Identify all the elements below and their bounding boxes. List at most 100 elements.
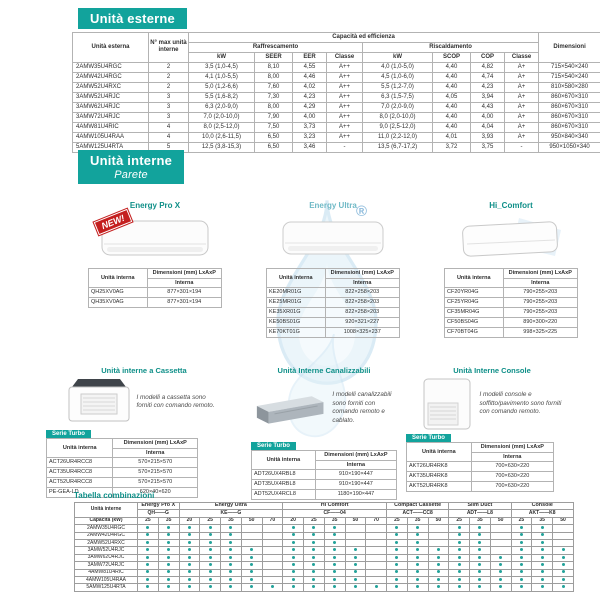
dimension-cell: 700×630×220 — [470, 481, 555, 493]
compatibility-dot — [208, 585, 212, 589]
section-canalizzabili: Unità Interne Canalizzabili I modelli ca… — [251, 366, 398, 501]
spec-cell: 4,04 — [470, 121, 505, 133]
combo-cell — [531, 575, 553, 585]
spec-cell: 715×540×240 — [538, 61, 600, 73]
capacity-header: 25 — [137, 516, 159, 526]
compatibility-dot — [478, 555, 482, 559]
section-title: Unità Interne Console — [453, 366, 531, 375]
col-header-unita-interna: Unità interna — [444, 267, 504, 289]
compatibility-dot — [561, 585, 565, 589]
combo-cell — [240, 553, 263, 563]
combo-row: 2AMW52U4RXC — [74, 538, 574, 548]
compatibility-dot — [270, 585, 274, 589]
col-header-unita-interna: Unità interna — [88, 267, 148, 289]
compatibility-dot — [457, 585, 461, 589]
compatibility-dot — [229, 548, 233, 552]
combo-cell — [199, 561, 221, 570]
spec-cell: 4,40 — [432, 101, 471, 113]
spec-cell: 11,0 (2,2-12,0) — [362, 131, 433, 143]
compatibility-dot — [478, 585, 482, 589]
combo-cell — [510, 553, 533, 563]
dimension-cell: 570×215×570 — [112, 467, 198, 479]
combo-cell — [406, 524, 429, 533]
compatibility-dot — [416, 562, 420, 566]
combo-cell — [178, 524, 201, 533]
combo-cell — [157, 538, 180, 548]
combo-cell — [365, 531, 387, 540]
combo-cell — [510, 531, 533, 540]
combo-group-name: Energy Pro X — [137, 501, 180, 511]
spec-cell: 3,94 — [470, 91, 505, 103]
combo-group-code: CF——04 — [282, 509, 387, 518]
capacity-header: 50 — [427, 516, 450, 526]
combo-cell — [323, 575, 346, 585]
compatibility-dot — [540, 585, 544, 589]
product-title: Hi_Comfort — [489, 201, 533, 210]
combo-cell — [220, 575, 242, 585]
capacity-header: 25 — [510, 516, 533, 526]
compatibility-dot — [167, 526, 171, 530]
spec-cell: 4,29 — [292, 101, 327, 113]
spec-cell: 4,40 — [432, 61, 471, 73]
spec-cell: 860×670×310 — [538, 111, 600, 123]
combo-cell — [365, 568, 387, 577]
unit-row: QH25XV0AG 877×301×194 — [88, 287, 223, 299]
spec-cell: 4 — [148, 131, 189, 143]
spec-cell: 4,82 — [470, 61, 505, 73]
spec-cell: 3,75 — [470, 141, 505, 153]
combo-cell — [323, 524, 346, 533]
external-unit-row: 4AMW105U4RAA 4 10,0 (2,6-11,5) 6,50 3,23 A++ 1… — [72, 131, 600, 143]
external-unit-row: 3AMW52U4RJC 3 5,5 (1,6-8,2) 7,30 4,23 A++ 6,3 … — [72, 91, 600, 103]
compatibility-dot — [146, 526, 150, 530]
combo-group-code: ADT——L8 — [448, 509, 512, 518]
model-cell: ADT35UX4RBL8 — [251, 479, 316, 491]
compatibility-dot — [291, 562, 295, 566]
combo-cell — [261, 553, 284, 563]
spec-cell: A++ — [326, 71, 363, 83]
combo-cell — [137, 546, 159, 555]
combo-cell — [137, 531, 159, 540]
compatibility-dot — [208, 577, 212, 581]
compatibility-dot — [167, 533, 171, 537]
combo-cell — [137, 561, 159, 570]
combo-cell — [157, 583, 180, 592]
combo-cell — [552, 568, 574, 577]
spec-cell: 2AMW42U4RGC — [72, 71, 149, 83]
unit-row: KE50BS01G 920×321×227 — [266, 317, 401, 329]
combo-cell — [344, 524, 367, 533]
combo-cell — [427, 546, 450, 555]
spec-cell: 3,23 — [292, 131, 327, 143]
combo-cell — [199, 583, 221, 592]
unit-row: ACT35UR4RCC8 570×215×570 — [45, 467, 198, 479]
section-title: Unità Interne Canalizzabili — [277, 366, 371, 375]
spec-cell: A++ — [326, 121, 363, 133]
combo-cell — [510, 546, 533, 555]
combo-cell — [220, 583, 242, 592]
combo-cell — [531, 553, 553, 563]
spec-cell: 3,93 — [470, 131, 505, 143]
dimension-cell: 920×321×227 — [324, 317, 401, 329]
spec-cell: 4,0 (1,0-5,0) — [362, 61, 433, 73]
combo-cell — [386, 561, 408, 570]
spec-cell: 810×580×280 — [538, 81, 600, 93]
combo-row: 3AMW62U4RJC — [74, 553, 574, 563]
spec-cell: 2 — [148, 61, 189, 73]
spec-cell: 6,50 — [254, 141, 293, 153]
combo-cell — [220, 538, 242, 548]
spec-cell: 3,73 — [292, 121, 327, 133]
combo-cell — [178, 568, 201, 577]
combo-cell — [427, 583, 450, 592]
capacity-header: 35 — [157, 516, 180, 526]
external-unit-row: 5AMW125U4RTA 5 12,5 (3,8-15,3) 6,50 3,46-13,… — [72, 141, 600, 153]
compatibility-dot — [478, 533, 482, 537]
combo-cell — [469, 583, 491, 592]
spec-cell: A++ — [326, 101, 363, 113]
external-unit-row: 3AMW62U4RJC 3 6,3 (2,0-9,0) 8,00 4,29 A++ 7,0 … — [72, 101, 600, 113]
combo-cell — [282, 583, 304, 592]
duct-unit-icon — [256, 396, 324, 424]
combo-cell — [469, 553, 491, 563]
combo-cell — [157, 568, 180, 577]
external-units-title: Unità esterne — [78, 8, 187, 29]
combo-cell — [261, 531, 284, 540]
combo-cell — [344, 553, 367, 563]
